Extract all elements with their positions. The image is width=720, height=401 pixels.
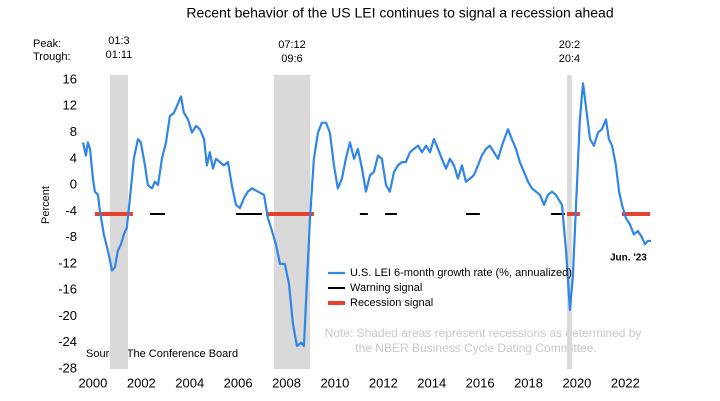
legend-label: Warning signal: [350, 282, 422, 294]
x-tick-label: 2016: [466, 375, 495, 390]
x-tick-label: 2022: [611, 375, 640, 390]
y-tick-label: -8: [65, 229, 77, 244]
x-tick-label: 2004: [175, 375, 204, 390]
series-line: [81, 82, 652, 348]
recession-trough: 09:6: [281, 53, 302, 65]
y-tick-label: 8: [70, 124, 77, 139]
end-label: Jun. '23: [610, 253, 647, 264]
recession-shade: [567, 75, 572, 369]
y-tick-label: -16: [58, 282, 77, 297]
note: Note: Shaded areas represent recessions …: [325, 326, 642, 340]
y-tick-label: -28: [58, 360, 77, 375]
trough-label: Trough:: [33, 51, 71, 63]
legend-label: U.S. LEI 6-month growth rate (%, annuali…: [350, 267, 572, 279]
y-tick-label: -24: [58, 334, 77, 349]
y-tick-label: 16: [63, 71, 77, 86]
source: Source: The Conference Board: [86, 348, 238, 360]
x-tick-label: 2014: [417, 375, 446, 390]
x-tick-label: 2002: [127, 375, 156, 390]
plot: 01:3 01:11 07:12 09:6 20:2 20:4 16 12 8 4 0 -4 -8 -12…: [58, 35, 652, 390]
y-tick-label: 4: [70, 150, 77, 165]
recession-trough: 01:11: [106, 49, 133, 61]
y-tick-label: 0: [70, 177, 77, 192]
x-tick-label: 2006: [224, 375, 253, 390]
recession-trough: 20:4: [559, 53, 580, 65]
note: the NBER Business Cycle Dating Committee…: [355, 341, 596, 355]
x-tick-label: 2020: [562, 375, 591, 390]
x-tick-label: 2010: [320, 375, 349, 390]
recession-shade: [109, 75, 129, 369]
y-tick-label: -12: [58, 255, 77, 270]
x-tick-label: 2018: [514, 375, 543, 390]
recession-peak: 20:2: [559, 39, 580, 51]
chart-title: Recent behavior of the US LEI continues …: [186, 5, 613, 21]
recession-peak: 01:3: [108, 35, 129, 47]
y-tick-label: 12: [63, 98, 77, 113]
legend-label: Recession signal: [350, 297, 433, 309]
y-tick-label: -20: [58, 308, 77, 323]
x-tick-label: 2008: [272, 375, 301, 390]
y-axis-label: Percent: [40, 186, 52, 224]
x-tick-label: 2012: [369, 375, 398, 390]
x-tick-label: 2000: [78, 375, 107, 390]
recession-peak: 07:12: [278, 39, 306, 51]
y-tick-label: -4: [65, 203, 77, 218]
peak-label: Peak:: [33, 38, 61, 50]
